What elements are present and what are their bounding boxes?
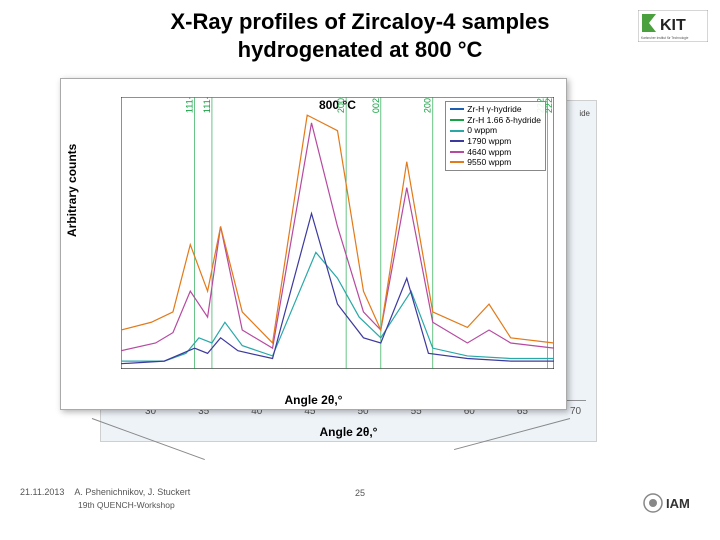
- legend-item: 9550 wppm: [450, 157, 541, 168]
- title-line2: hydrogenated at 800 °C: [238, 37, 483, 62]
- y-axis-label: Arbitrary counts: [65, 144, 79, 237]
- xray-chart: Arbitrary counts Angle 2θ,° 020406080100…: [60, 78, 567, 410]
- x-axis-label: Angle 2θ,°: [61, 393, 566, 407]
- footer-authors: A. Pshenichnikov, J. Stuckert: [74, 487, 190, 497]
- svg-text:111-γ: 111-γ: [202, 97, 212, 113]
- slide-title: X-Ray profiles of Zircaloy-4 samples hyd…: [0, 8, 720, 63]
- svg-text:IAM: IAM: [666, 496, 690, 511]
- svg-text:200-γ: 200-γ: [423, 97, 433, 113]
- legend-item: Zr-H 1.66 δ-hydride: [450, 115, 541, 126]
- svg-text:111-δ: 111-δ: [185, 97, 195, 113]
- footer-workshop: 19th QUENCH-Workshop: [78, 500, 700, 510]
- legend-item: 4640 wppm: [450, 147, 541, 158]
- slide-footer: 21.11.2013 A. Pshenichnikov, J. Stuckert…: [20, 487, 700, 510]
- title-line1: X-Ray profiles of Zircaloy-4 samples: [170, 9, 549, 34]
- kit-logo: KIT Karlsruher Institut für Technologie: [638, 10, 708, 42]
- svg-text:Karlsruher Institut für Techno: Karlsruher Institut für Technologie: [641, 36, 689, 40]
- back-xlabel: Angle 2θ,°: [101, 425, 596, 439]
- slide-number: 25: [355, 488, 365, 498]
- back-xtick: 70: [570, 406, 581, 417]
- svg-text:200-δ: 200-δ: [336, 97, 346, 113]
- legend-item: 1790 wppm: [450, 136, 541, 147]
- legend-item: Zr-H γ-hydride: [450, 104, 541, 115]
- chart-legend: Zr-H γ-hydrideZr-H 1.66 δ-hydride0 wppm1…: [445, 101, 546, 171]
- svg-text:KIT: KIT: [660, 17, 686, 34]
- svg-text:002-γ: 002-γ: [371, 97, 381, 113]
- legend-item: 0 wppm: [450, 125, 541, 136]
- iam-logo: IAM: [642, 492, 702, 514]
- footer-date: 21.11.2013: [20, 487, 64, 497]
